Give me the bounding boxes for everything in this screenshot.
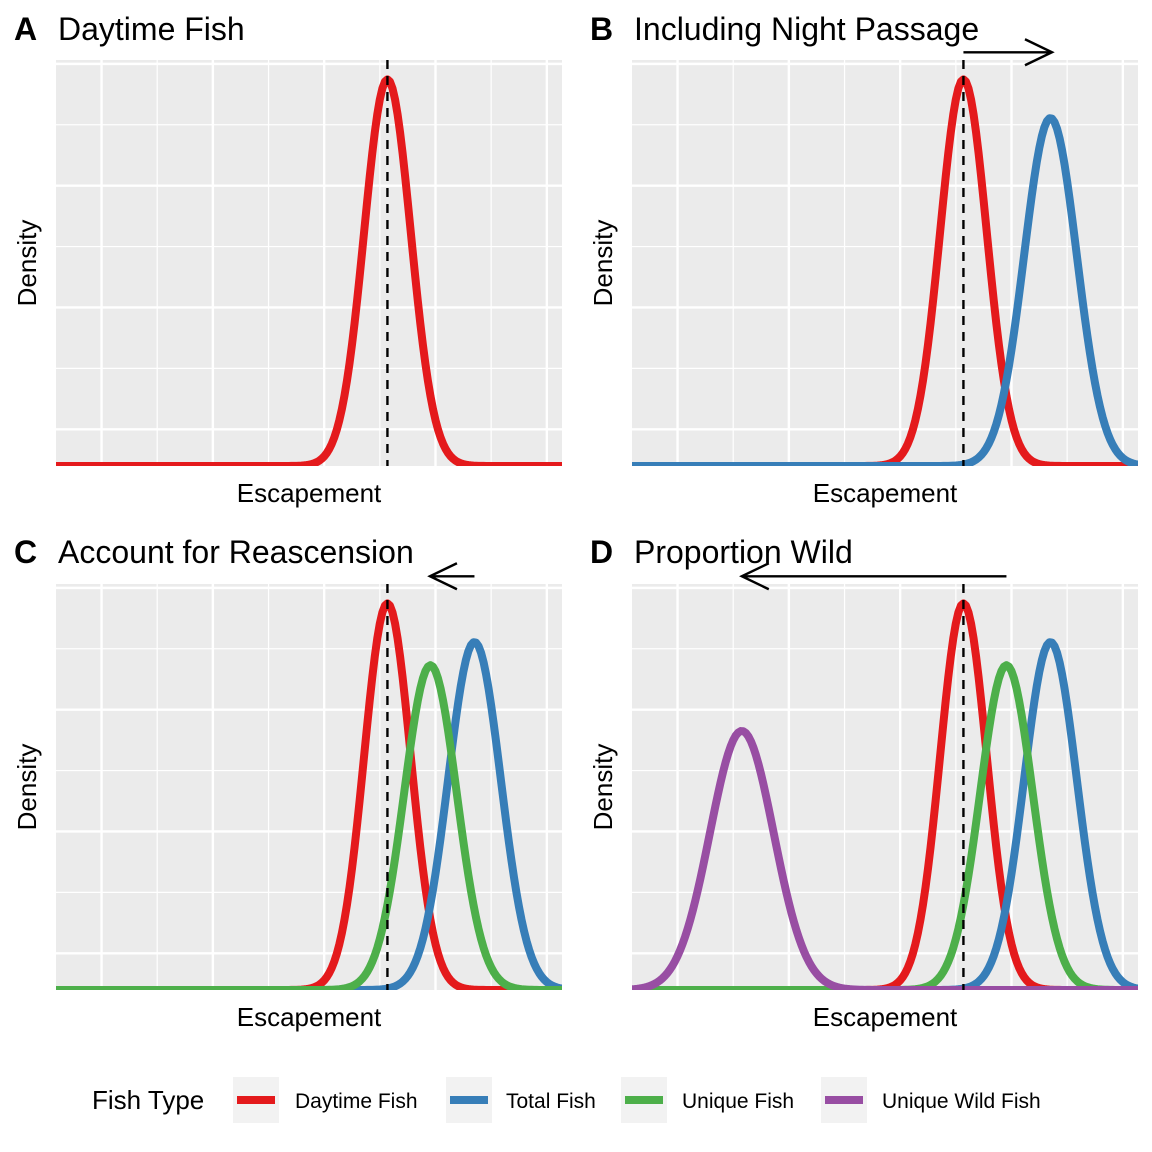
panel-background bbox=[632, 60, 1138, 466]
arrow-head bbox=[739, 562, 770, 591]
density-curves bbox=[632, 75, 1138, 466]
gridlines bbox=[632, 60, 1138, 466]
series-line-total-fish bbox=[632, 114, 1138, 466]
gridlines bbox=[56, 584, 562, 990]
density-curves bbox=[56, 599, 562, 990]
arrow-head bbox=[1024, 38, 1055, 67]
y-axis-label: Density bbox=[12, 220, 42, 307]
legend-entry-unique-wild-fish: Unique Wild Fish bbox=[821, 1077, 1041, 1123]
panel-a: A Daytime Fish Escapement Density bbox=[12, 11, 562, 508]
panel-b: B Including Night Passage Escapement Densit… bbox=[588, 11, 1138, 508]
panel-letter: A bbox=[14, 11, 37, 47]
gridlines bbox=[56, 60, 562, 466]
x-axis-label: Escapement bbox=[237, 1002, 382, 1032]
panel-background bbox=[632, 584, 1138, 990]
legend: Fish Type Daytime Fish Total Fish Unique F… bbox=[92, 1077, 1041, 1123]
legend-title: Fish Type bbox=[92, 1085, 204, 1115]
panel-title: Daytime Fish bbox=[58, 11, 245, 47]
shift-arrow bbox=[739, 562, 1007, 591]
legend-entry-unique-fish: Unique Fish bbox=[621, 1077, 794, 1123]
legend-entry-total-fish: Total Fish bbox=[446, 1077, 596, 1123]
panel-background bbox=[56, 584, 562, 990]
series-line-unique-fish bbox=[56, 661, 562, 990]
shift-arrow bbox=[963, 38, 1055, 67]
arrow-head bbox=[427, 562, 458, 591]
y-axis-label: Density bbox=[12, 744, 42, 831]
x-axis-label: Escapement bbox=[237, 478, 382, 508]
panel-letter: C bbox=[14, 534, 37, 570]
panel-c: C Account for Reascension Escapement Densit… bbox=[12, 534, 562, 1032]
x-axis-label: Escapement bbox=[813, 478, 958, 508]
legend-entries: Daytime Fish Total Fish Unique Fish Unique … bbox=[233, 1077, 1041, 1123]
series-line-total-fish bbox=[632, 638, 1138, 990]
panel-title: Account for Reascension bbox=[58, 534, 414, 570]
legend-label: Unique Fish bbox=[682, 1090, 794, 1113]
legend-entry-daytime-fish: Daytime Fish bbox=[233, 1077, 418, 1123]
panel-title: Proportion Wild bbox=[634, 534, 853, 570]
panel-letter: D bbox=[590, 534, 613, 570]
legend-label: Daytime Fish bbox=[295, 1090, 418, 1113]
shift-arrow bbox=[427, 562, 475, 591]
legend-label: Unique Wild Fish bbox=[882, 1090, 1041, 1113]
panel-letter: B bbox=[590, 11, 613, 47]
series-line-unique-wild-fish bbox=[632, 727, 1138, 990]
x-axis-label: Escapement bbox=[813, 1002, 958, 1032]
panels: A Daytime Fish Escapement Density B Including… bbox=[12, 11, 1138, 1032]
panel-d: D Proportion Wild Escapement Density bbox=[588, 534, 1138, 1032]
y-axis-label: Density bbox=[588, 220, 618, 307]
y-axis-label: Density bbox=[588, 744, 618, 831]
panel-title: Including Night Passage bbox=[634, 11, 979, 47]
panel-background bbox=[56, 60, 562, 466]
density-curves bbox=[632, 599, 1138, 990]
series-line-total-fish bbox=[56, 638, 562, 990]
density-curves bbox=[56, 75, 562, 466]
series-line-daytime-fish bbox=[56, 75, 562, 466]
legend-label: Total Fish bbox=[506, 1090, 596, 1113]
